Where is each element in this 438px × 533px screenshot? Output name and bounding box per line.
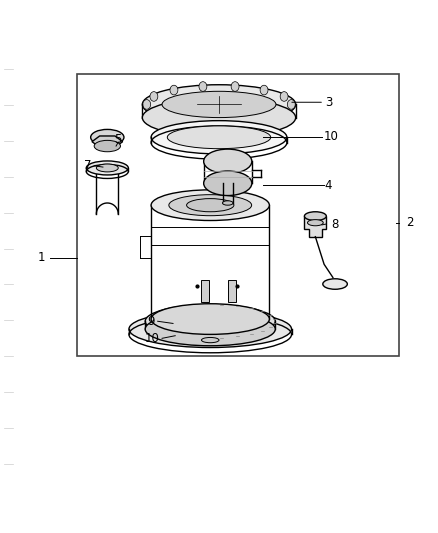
Text: 7: 7 [84, 159, 92, 172]
Ellipse shape [150, 92, 158, 101]
Ellipse shape [204, 171, 252, 196]
Ellipse shape [280, 92, 288, 101]
Text: 2: 2 [406, 216, 413, 229]
Text: 1: 1 [38, 251, 46, 264]
Ellipse shape [170, 85, 178, 95]
Ellipse shape [287, 100, 295, 109]
Ellipse shape [280, 108, 288, 117]
Ellipse shape [145, 304, 275, 338]
Ellipse shape [167, 126, 271, 149]
Ellipse shape [150, 108, 158, 117]
Ellipse shape [199, 82, 207, 91]
Ellipse shape [151, 304, 269, 334]
Ellipse shape [151, 120, 287, 154]
Ellipse shape [143, 100, 151, 109]
Ellipse shape [260, 85, 268, 95]
Text: 10: 10 [145, 332, 160, 345]
Ellipse shape [170, 114, 178, 124]
Bar [77, 74, 399, 356]
Bar [201, 280, 209, 302]
Text: 4: 4 [325, 179, 332, 192]
Ellipse shape [323, 279, 347, 289]
Text: 9: 9 [147, 315, 155, 328]
Ellipse shape [142, 85, 296, 124]
Ellipse shape [162, 91, 276, 118]
Ellipse shape [199, 118, 207, 127]
Ellipse shape [201, 337, 219, 343]
Ellipse shape [231, 82, 239, 91]
Ellipse shape [96, 164, 118, 172]
Ellipse shape [231, 118, 239, 127]
Ellipse shape [151, 190, 269, 221]
Ellipse shape [204, 149, 252, 174]
Ellipse shape [86, 161, 128, 175]
Text: 8: 8 [332, 219, 339, 231]
Text: 10: 10 [323, 131, 338, 143]
Ellipse shape [260, 114, 268, 124]
Bar [228, 280, 236, 302]
Ellipse shape [223, 201, 233, 205]
Ellipse shape [142, 98, 296, 138]
Ellipse shape [94, 140, 120, 152]
Ellipse shape [129, 311, 292, 348]
Text: 5: 5 [115, 133, 122, 146]
Ellipse shape [187, 199, 234, 212]
Polygon shape [92, 136, 123, 147]
Ellipse shape [169, 195, 251, 216]
Ellipse shape [307, 220, 323, 226]
Polygon shape [304, 216, 326, 237]
Ellipse shape [91, 130, 124, 145]
Ellipse shape [304, 212, 326, 221]
Text: 3: 3 [325, 96, 332, 109]
Ellipse shape [145, 312, 275, 346]
